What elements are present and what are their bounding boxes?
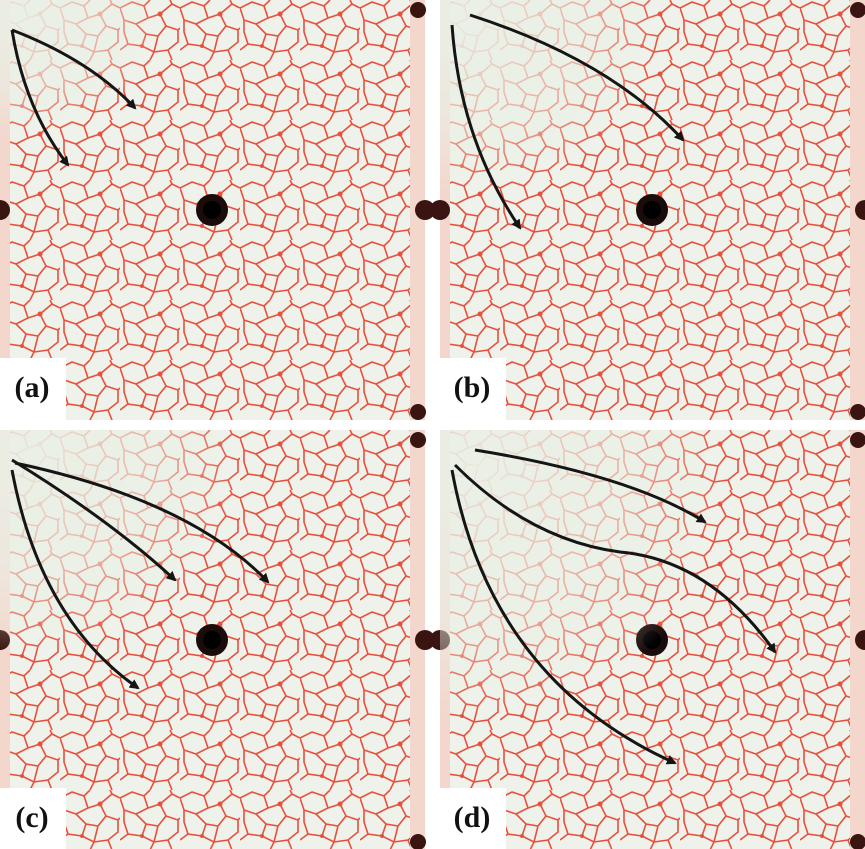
panel-label: (b) [454,371,491,404]
panel-a: (a) [0,0,435,420]
panel-d: (d) [430,430,865,849]
panel-b: (b) [430,0,865,420]
panel-label: (d) [454,801,491,834]
panel-label: (c) [15,801,48,834]
panel-c: (c) [0,430,435,849]
panel-label: (a) [15,371,50,404]
